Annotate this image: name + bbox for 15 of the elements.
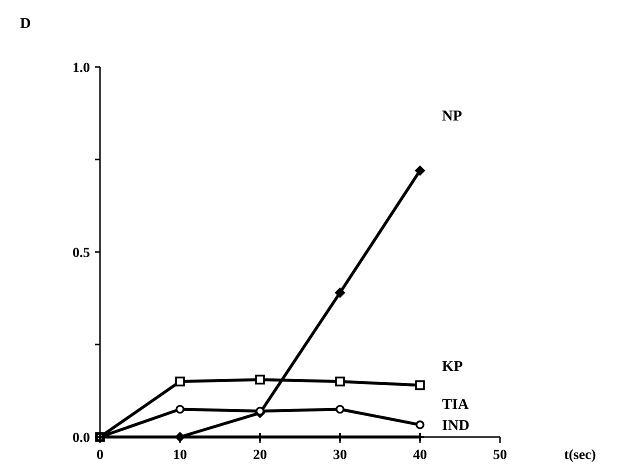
- x-tick-label: 50: [493, 448, 507, 463]
- y-tick-label: 1.0: [72, 60, 90, 76]
- x-axis-title: t(sec): [564, 448, 596, 463]
- y-tick-label: 0.0: [72, 430, 90, 446]
- y-tick-label: 0.5: [72, 246, 90, 261]
- text: NP: [442, 108, 462, 125]
- chart-title: D: [20, 16, 31, 32]
- x-tick-label: 20: [253, 448, 267, 463]
- x-tick-label: 40: [413, 448, 427, 463]
- x-tick-label: 10: [173, 448, 187, 463]
- series-label: KP: [442, 359, 463, 376]
- x-tick-label: 30: [333, 448, 347, 463]
- x-tick-label: 0: [96, 448, 104, 463]
- series-label: IND: [442, 418, 470, 434]
- series-label: TIA: [442, 396, 469, 413]
